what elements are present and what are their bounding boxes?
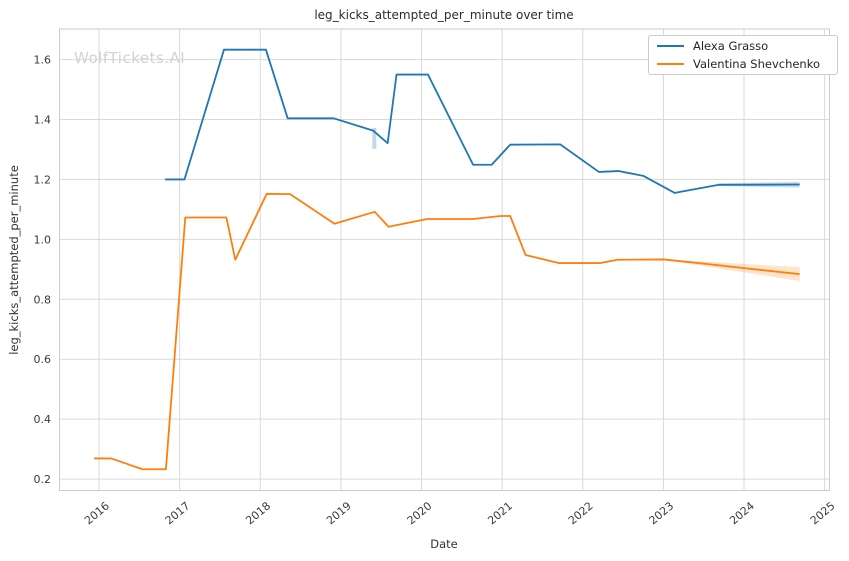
x-tick-label: 2021 (485, 499, 515, 527)
valentina-forecast-ci-band (663, 259, 800, 282)
legend-line-swatch (657, 63, 684, 65)
legend-label: Alexa Grasso (693, 39, 769, 53)
x-tick-label: 2017 (163, 499, 193, 527)
x-tick-label: 2020 (405, 499, 435, 527)
y-tick-label: 1.2 (34, 173, 52, 186)
confidence-bands (372, 127, 800, 282)
x-tick-label: 2024 (727, 499, 757, 527)
x-axis-label: Date (430, 537, 458, 551)
series-line-valentina-shevchenko (94, 192, 800, 471)
gridlines (59, 29, 830, 491)
y-tick-label: 1.6 (34, 54, 52, 67)
x-tick-label: 2023 (647, 499, 677, 527)
plot-border (59, 28, 830, 491)
y-tick-label: 1.4 (34, 114, 52, 127)
y-axis-label: leg_kicks_attempted_per_minute (7, 165, 21, 355)
y-tick-label: 1.0 (34, 233, 52, 246)
y-tick-label: 0.6 (34, 353, 52, 366)
x-tick-label: 2016 (82, 499, 112, 527)
y-tick-label: 0.8 (34, 293, 52, 306)
chart-title: leg_kicks_attempted_per_minute over time (314, 8, 574, 22)
tick-labels: 0.2 0.4 0.6 0.8 1.0 1.2 1.4 1.6 2016 2017 2018 2019… (34, 54, 838, 528)
x-tick-label: 2018 (243, 499, 273, 527)
series-line-alexa-grasso (165, 48, 800, 194)
legend: Alexa Grasso Valentina Shevchenko (648, 35, 838, 75)
x-tick-label: 2019 (324, 499, 354, 527)
legend-item: Alexa Grasso (657, 39, 831, 53)
legend-label: Valentina Shevchenko (693, 57, 821, 71)
series-lines (94, 48, 800, 471)
legend-item: Valentina Shevchenko (657, 57, 831, 71)
y-tick-label: 0.2 (34, 473, 52, 486)
legend-line-swatch (657, 45, 684, 47)
x-tick-label: 2025 (808, 499, 838, 527)
y-tick-label: 0.4 (34, 413, 52, 426)
watermark: WolfTickets.AI (74, 49, 186, 67)
x-tick-label: 2022 (566, 499, 596, 527)
